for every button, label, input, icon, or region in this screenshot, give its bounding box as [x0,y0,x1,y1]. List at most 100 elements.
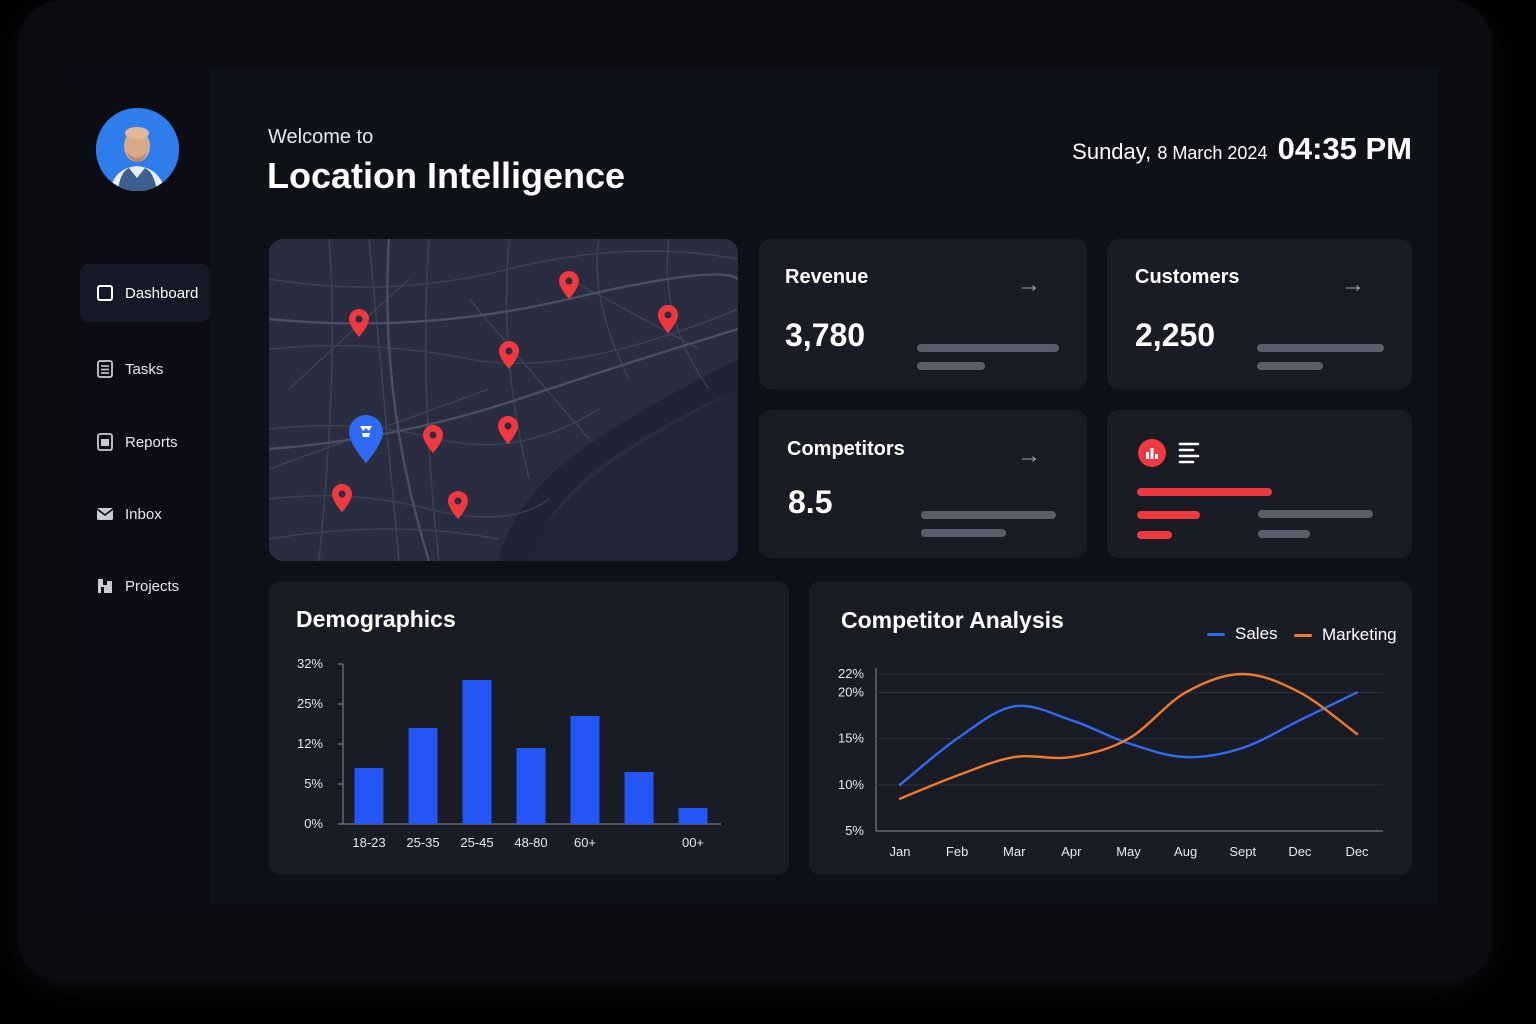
series-line-sales [898,691,1359,787]
demographics-bar-chart: 0% 5% 12% 25% 32% 18-23 25-35 25-45 48-80 60+ 00+ [297,656,721,850]
arrow-right-icon[interactable]: → [1017,271,1041,298]
welcome-text: Welcome to [268,126,374,148]
customers-value: 2,250 [1135,317,1216,353]
sidebar-item-label: Dashboard [125,284,199,302]
x-tick-label: Jan [890,844,911,859]
report-icon [97,433,113,451]
x-tick-label: Feb [946,844,968,859]
chart-icon [1138,439,1166,467]
competitor-analysis-title: Competitor Analysis [841,607,1064,633]
map-pin-icon[interactable] [658,305,678,333]
placeholder-line [917,344,1059,352]
location-map[interactable] [269,239,738,561]
y-tick-label: 22% [838,666,864,681]
sidebar-item-reports[interactable]: Reports [80,413,210,471]
sidebar-item-label: Reports [125,433,178,451]
bar [624,772,654,824]
user-photo-icon [96,108,179,191]
map-pin-icon[interactable] [349,309,369,337]
x-tick-label: 25-35 [406,835,439,850]
map-canvas [269,239,738,561]
bar [678,808,708,824]
list-icon [97,360,113,378]
current-location-pin-icon[interactable] [349,415,383,463]
demographics-title: Demographics [296,606,456,632]
competitors-label: Competitors [787,438,905,460]
y-tick-label: 32% [297,656,323,671]
y-tick-label: 5% [845,823,864,838]
y-tick-label: 0% [304,816,323,831]
y-tick-label: 20% [838,684,864,699]
customers-card[interactable]: Customers → 2,250 [1107,239,1412,389]
map-pin-icon[interactable] [499,341,519,369]
y-tick-label: 12% [297,736,323,751]
demographics-panel: Demographics 0% 5% 12% 25% 32% 18-23 25-35 25-4… [269,581,789,875]
x-tick-label: Apr [1061,844,1082,859]
y-tick-label: 25% [297,696,323,711]
x-tick-label: May [1116,844,1141,859]
sidebar-item-tasks[interactable]: Tasks [80,340,210,398]
text-lines-icon [1178,442,1200,464]
time-text: 04:35 PM [1277,131,1412,166]
date-time: Sunday, 8 March 2024 04:35 PM [1072,131,1412,167]
bar [408,728,438,824]
arrow-right-icon[interactable]: → [1017,442,1041,469]
legend-label: Sales [1235,624,1278,643]
revenue-value: 3,780 [785,317,866,353]
highlight-line [1137,488,1272,496]
y-tick-label: 5% [304,776,323,791]
legend-marketing[interactable]: Marketing [1294,625,1397,645]
competitors-card[interactable]: Competitors → 8.5 [759,410,1087,558]
date-weekday: Sunday, [1072,139,1152,164]
legend-label: Marketing [1322,625,1397,644]
placeholder-line [1258,530,1310,538]
placeholder-line [917,362,985,370]
bar [570,716,600,824]
map-pin-icon[interactable] [498,416,518,444]
inbox-icon [96,508,114,520]
placeholder-line [1257,362,1323,370]
x-tick-label: Aug [1174,844,1197,859]
x-tick-label: 60+ [574,835,596,850]
legend-sales[interactable]: Sales [1207,624,1278,644]
bar [354,768,384,824]
y-tick-label: 10% [838,777,864,792]
competitors-value: 8.5 [788,484,833,520]
legend-swatch-sales [1207,632,1225,636]
x-tick-label: 25-45 [460,835,493,850]
sidebar-item-inbox[interactable]: Inbox [80,485,210,543]
revenue-card[interactable]: Revenue → 3,780 [759,239,1087,389]
projects-icon [98,579,112,593]
highlight-line [1137,531,1172,539]
x-tick-label: Dec [1288,844,1312,859]
y-tick-label: 15% [838,731,864,746]
placeholder-line [921,529,1006,537]
sidebar [70,68,210,904]
sidebar-item-label: Inbox [125,505,162,523]
map-pin-icon[interactable] [559,271,579,299]
x-tick-label: 00+ [682,835,704,850]
sidebar-item-projects[interactable]: Projects [80,557,210,615]
x-tick-label: 18-23 [352,835,385,850]
arrow-right-icon[interactable]: → [1341,271,1365,298]
placeholder-line [1257,344,1384,352]
square-icon [97,285,113,301]
map-pin-icon[interactable] [448,491,468,519]
placeholder-line [1258,510,1373,518]
series-line-marketing [898,672,1359,800]
competitor-analysis-panel: Competitor Analysis Sales Marketing 5% 10… [809,581,1412,875]
insights-card[interactable] [1107,410,1412,558]
sidebar-item-dashboard[interactable]: Dashboard [80,264,210,322]
map-pin-icon[interactable] [332,484,352,512]
bar [462,680,492,824]
legend-swatch-marketing [1294,633,1312,637]
avatar[interactable] [96,108,179,191]
bar [516,748,546,824]
highlight-line [1137,511,1200,519]
x-tick-label: Mar [1003,844,1026,859]
revenue-label: Revenue [785,266,869,288]
competitor-line-chart: 5% 10% 15% 20% 22% Jan Feb Mar Apr May Aug Sept Dec D… [838,666,1383,859]
date-text: 8 March 2024 [1157,143,1268,163]
map-pin-icon[interactable] [423,425,443,453]
sidebar-item-label: Projects [125,577,180,595]
